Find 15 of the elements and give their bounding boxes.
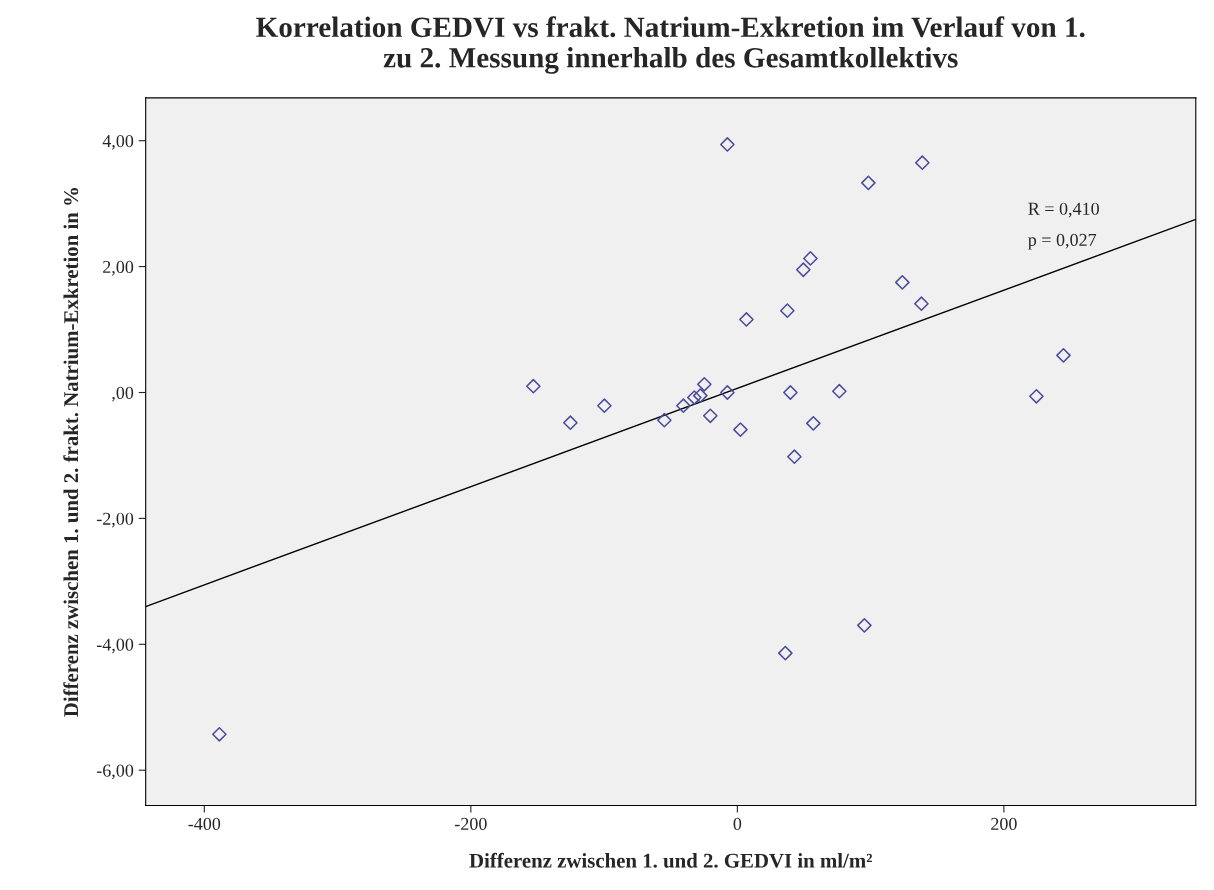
y-tick-label: -6,00 (96, 764, 134, 780)
y-tick-label: -4,00 (96, 638, 134, 654)
y-tick-label: ,00 (111, 386, 134, 402)
annotation: R = 0,410 (1028, 202, 1099, 218)
x-tick-label: -200 (454, 817, 487, 830)
y-tick-label: -2,00 (96, 512, 134, 528)
chart-title: Korrelation GEDVI vs frakt. Natrium-Exkretion im Verlauf von 1. zu 2. Messung innerhalb des Gesamtkollektivs (256, 16, 1085, 74)
x-axis-title: Differenz zwischen 1. und 2. GEDVI in ml/m² (469, 852, 872, 868)
y-axis-title: Differenz zwischen 1. und 2. frakt. Natrium-Exkretion in % (63, 188, 79, 717)
annotation: p = 0,027 (1028, 233, 1097, 250)
x-tick-label: 0 (733, 817, 742, 830)
x-tick-label: 200 (991, 817, 1017, 830)
y-tick-label: 2,00 (103, 260, 134, 276)
x-tick-label: -400 (188, 817, 221, 830)
y-tick-label: 4,00 (102, 134, 134, 150)
